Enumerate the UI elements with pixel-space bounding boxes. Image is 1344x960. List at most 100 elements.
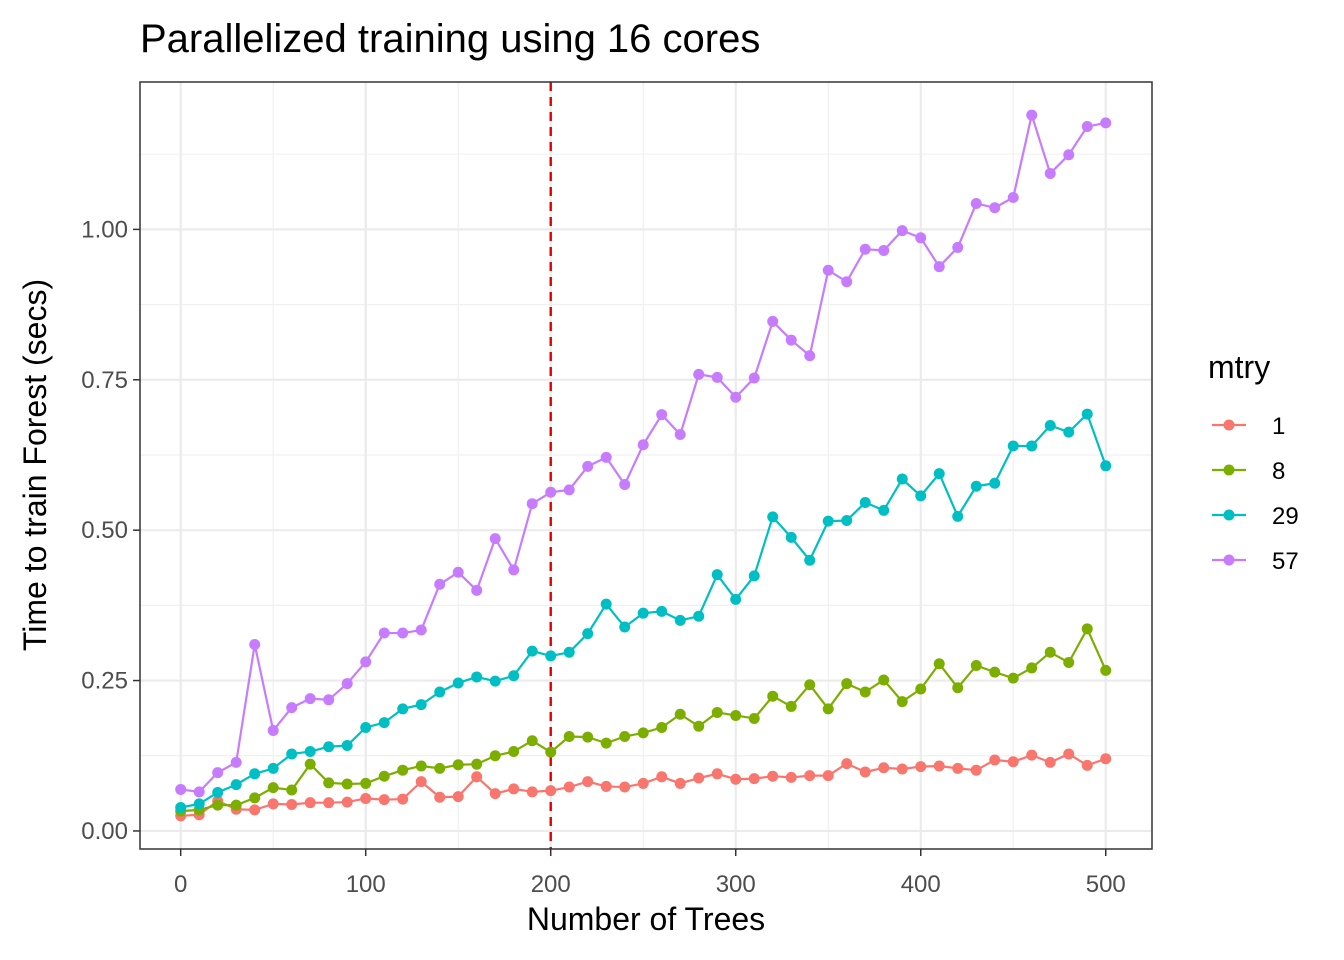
data-point-1 xyxy=(489,788,501,800)
data-point-8 xyxy=(545,746,557,758)
data-point-29 xyxy=(452,677,464,689)
data-point-57 xyxy=(230,756,242,768)
data-point-8 xyxy=(970,660,982,672)
data-point-57 xyxy=(822,264,834,276)
data-point-8 xyxy=(1044,646,1056,658)
data-point-1 xyxy=(526,786,538,798)
data-point-57 xyxy=(841,276,853,288)
data-point-29 xyxy=(933,468,945,480)
data-point-29 xyxy=(508,670,520,682)
plot-border xyxy=(139,81,1153,850)
data-point-29 xyxy=(378,717,390,729)
data-point-57 xyxy=(489,533,501,545)
data-point-1 xyxy=(397,793,409,805)
chart-title: Parallelized training using 16 cores xyxy=(140,17,760,61)
data-point-29 xyxy=(785,531,797,543)
y-axis-title: Time to train Forest (secs) xyxy=(17,279,53,651)
plot-panel xyxy=(140,82,1152,849)
x-axis-title: Number of Trees xyxy=(527,901,765,937)
series-8 xyxy=(175,623,1112,817)
data-point-29 xyxy=(286,748,298,760)
data-point-1 xyxy=(360,792,372,804)
legend-key-point xyxy=(1223,464,1235,476)
data-point-1 xyxy=(415,776,427,788)
data-point-29 xyxy=(952,510,964,522)
data-point-8 xyxy=(360,777,372,789)
data-point-57 xyxy=(397,627,409,639)
x-tick-label: 100 xyxy=(346,871,386,898)
data-point-1 xyxy=(600,780,612,792)
legend-label: 8 xyxy=(1272,458,1285,485)
data-point-29 xyxy=(341,740,353,752)
data-point-57 xyxy=(1007,192,1019,204)
legend-key-point xyxy=(1223,554,1235,566)
data-point-8 xyxy=(748,712,760,724)
data-point-29 xyxy=(1026,440,1038,452)
x-tick-label: 400 xyxy=(901,871,941,898)
data-point-1 xyxy=(1063,748,1075,760)
data-point-8 xyxy=(989,666,1001,678)
data-point-57 xyxy=(378,627,390,639)
data-point-8 xyxy=(212,799,224,811)
data-point-29 xyxy=(360,721,372,733)
data-point-8 xyxy=(600,737,612,749)
data-point-8 xyxy=(563,731,575,743)
legend-item-29: 29 xyxy=(1212,503,1299,530)
data-point-8 xyxy=(434,762,446,774)
data-point-1 xyxy=(249,804,261,816)
data-point-29 xyxy=(915,490,927,502)
data-point-29 xyxy=(563,646,575,658)
data-point-57 xyxy=(915,232,927,244)
data-point-8 xyxy=(878,674,890,686)
data-point-29 xyxy=(878,504,890,516)
data-point-1 xyxy=(582,776,594,788)
data-point-8 xyxy=(249,792,261,804)
data-point-8 xyxy=(230,799,242,811)
data-point-57 xyxy=(970,198,982,210)
data-point-57 xyxy=(563,484,575,496)
legend-item-8: 8 xyxy=(1212,458,1285,485)
data-point-57 xyxy=(767,315,779,327)
data-point-8 xyxy=(674,708,686,720)
data-point-29 xyxy=(267,762,279,774)
data-point-29 xyxy=(619,621,631,633)
data-point-57 xyxy=(785,334,797,346)
data-point-29 xyxy=(526,645,538,657)
data-point-29 xyxy=(637,607,649,619)
data-point-29 xyxy=(841,515,853,527)
data-point-1 xyxy=(767,770,779,782)
legend-item-1: 1 xyxy=(1212,413,1285,440)
data-point-1 xyxy=(785,771,797,783)
data-point-57 xyxy=(1081,121,1093,133)
data-point-29 xyxy=(1007,440,1019,452)
data-point-29 xyxy=(323,741,335,753)
data-point-8 xyxy=(933,658,945,670)
y-tick-label: 1.00 xyxy=(81,216,128,243)
data-point-57 xyxy=(656,409,668,421)
data-point-1 xyxy=(933,760,945,772)
data-point-29 xyxy=(582,628,594,640)
data-point-57 xyxy=(434,578,446,590)
data-point-57 xyxy=(748,372,760,384)
data-point-8 xyxy=(341,778,353,790)
data-point-57 xyxy=(452,566,464,578)
legend-item-57: 57 xyxy=(1212,548,1299,575)
data-point-29 xyxy=(970,480,982,492)
data-point-1 xyxy=(804,770,816,782)
data-point-8 xyxy=(730,709,742,721)
data-point-1 xyxy=(563,781,575,793)
data-point-29 xyxy=(656,605,668,617)
data-point-57 xyxy=(1063,149,1075,161)
data-point-1 xyxy=(915,761,927,773)
data-point-1 xyxy=(693,772,705,784)
data-point-1 xyxy=(304,797,316,809)
data-point-1 xyxy=(508,783,520,795)
series-1 xyxy=(175,748,1112,822)
data-point-8 xyxy=(1100,664,1112,676)
data-point-57 xyxy=(526,498,538,510)
y-tick-label: 0.00 xyxy=(81,818,128,845)
data-point-29 xyxy=(175,801,187,813)
data-point-8 xyxy=(822,703,834,715)
data-point-8 xyxy=(637,727,649,739)
